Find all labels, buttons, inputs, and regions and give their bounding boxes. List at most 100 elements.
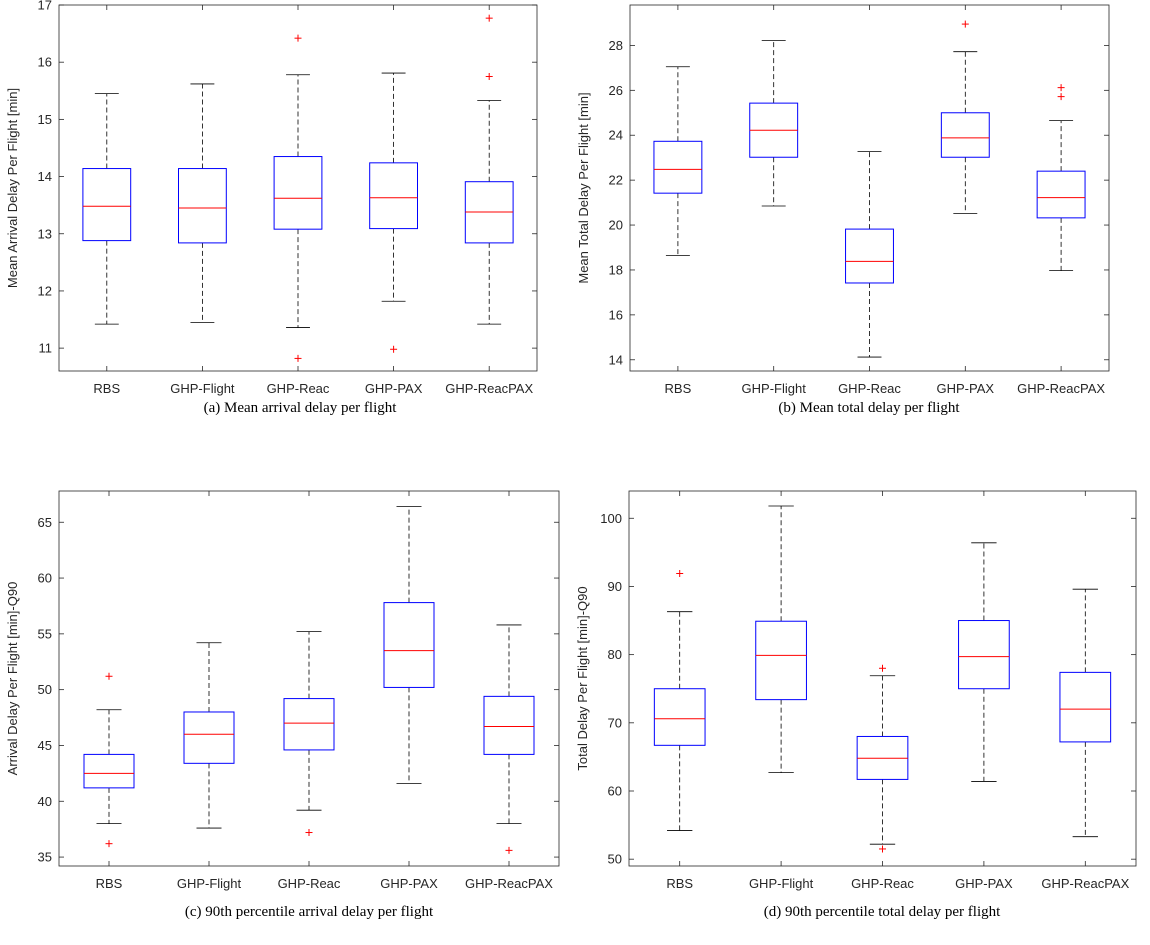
box-group	[653, 570, 706, 831]
outlier-point	[1057, 84, 1065, 92]
outlier-point	[105, 672, 113, 680]
y-tick-label: 18	[609, 262, 623, 277]
x-tick-label: GHP-Reac	[267, 381, 330, 396]
box-group	[653, 66, 703, 256]
iqr-box	[83, 753, 135, 789]
y-tick-label: 17	[38, 0, 52, 13]
box-group	[958, 542, 1010, 782]
x-tick-label: RBS	[665, 381, 692, 396]
iqr-box	[283, 698, 335, 751]
x-tick-label: GHP-Flight	[749, 876, 814, 891]
iqr-box	[383, 602, 435, 688]
outlier-point	[390, 345, 398, 353]
box-group	[749, 40, 799, 207]
panel-caption: (a) Mean arrival delay per flight	[204, 400, 398, 416]
box-group	[1059, 588, 1112, 838]
y-tick-label: 16	[38, 55, 52, 70]
x-tick-label: RBS	[666, 876, 693, 891]
y-tick-label: 11	[39, 341, 53, 356]
y-tick-label: 80	[608, 647, 622, 662]
y-tick-label: 24	[609, 128, 623, 143]
y-tick-label: 70	[608, 715, 622, 730]
box-group	[383, 506, 435, 784]
y-tick-label: 26	[609, 83, 623, 98]
outlier-point	[105, 840, 113, 848]
box-group	[178, 83, 227, 323]
y-tick-label: 13	[38, 226, 52, 241]
iqr-box	[958, 620, 1010, 690]
box-group	[845, 150, 894, 358]
outlier-point	[485, 14, 493, 22]
iqr-box	[273, 156, 323, 230]
box-group	[273, 34, 323, 362]
y-tick-label: 90	[608, 579, 622, 594]
y-tick-label: 50	[608, 852, 622, 867]
x-tick-label: GHP-ReacPAX	[1041, 876, 1129, 891]
iqr-box	[653, 140, 703, 194]
y-tick-label: 22	[609, 173, 623, 188]
y-tick-label: 15	[38, 112, 52, 127]
box-group	[755, 505, 807, 773]
panel-b-mean-total-delay: 14 16 18 20 22 24 26 28 Mean Total Delay Per Fli…	[576, 4, 1110, 416]
x-tick-label: GHP-ReacPAX	[465, 876, 553, 891]
outlier-point	[294, 354, 302, 362]
y-tick-label: 40	[38, 794, 52, 809]
panel-caption: (b) Mean total delay per flight	[778, 400, 960, 416]
box-group	[464, 14, 514, 325]
outlier-point	[305, 829, 313, 837]
panel-d-q90-total-delay: 50 60 70 80 90 100 Total Delay Per Flight [min…	[575, 490, 1137, 920]
y-axis-label: Total Delay Per Flight [min]-Q90	[575, 586, 590, 770]
outlier-point	[676, 570, 684, 577]
x-tick-label: GHP-ReacPAX	[445, 381, 533, 396]
x-tick-label: GHP-Reac	[851, 876, 914, 891]
iqr-box	[845, 228, 894, 284]
x-tick-label: GHP-ReacPAX	[1017, 381, 1105, 396]
x-tick-label: GHP-Flight	[742, 381, 807, 396]
x-tick-label: GHP-Reac	[838, 381, 901, 396]
outlier-point	[961, 20, 969, 28]
y-tick-label: 20	[609, 218, 623, 233]
y-axis-label: Mean Arrival Delay Per Flight [min]	[5, 88, 20, 288]
iqr-box	[369, 162, 419, 230]
box-group	[1036, 84, 1086, 272]
outlier-point	[879, 664, 886, 672]
panel-a-mean-arrival-delay: 11 12 13 14 15 16 17 Mean Arrival Delay Per Fli…	[5, 0, 538, 416]
x-tick-label: GHP-PAX	[955, 876, 1013, 891]
y-tick-label: 50	[38, 682, 52, 697]
y-tick-label: 55	[38, 626, 52, 641]
box-group	[283, 631, 335, 837]
y-tick-label: 35	[38, 850, 52, 865]
x-tick-label: RBS	[96, 876, 123, 891]
y-axis-label: Mean Total Delay Per Flight [min]	[576, 92, 591, 283]
box-group	[369, 72, 419, 353]
panel-caption: (d) 90th percentile total delay per flig…	[764, 904, 1001, 920]
x-tick-label: GHP-Reac	[278, 876, 341, 891]
y-axis-label: Arrival Delay Per Flight [min]-Q90	[5, 582, 20, 776]
x-tick-label: GHP-Flight	[177, 876, 242, 891]
y-tick-label: 60	[38, 571, 52, 586]
iqr-box	[653, 688, 706, 746]
y-tick-label: 14	[38, 169, 52, 184]
x-tick-label: GHP-Flight	[170, 381, 235, 396]
iqr-box	[82, 168, 132, 242]
panel-caption: (c) 90th percentile arrival delay per fl…	[185, 904, 434, 920]
outlier-point	[879, 845, 886, 853]
iqr-box	[483, 695, 535, 755]
x-tick-label: GHP-PAX	[380, 876, 438, 891]
iqr-box	[183, 711, 235, 764]
iqr-box	[1059, 671, 1112, 743]
y-tick-label: 45	[38, 738, 52, 753]
y-tick-label: 60	[608, 784, 622, 799]
y-tick-label: 16	[609, 307, 623, 322]
outlier-point	[294, 34, 302, 42]
outlier-point	[1057, 93, 1065, 101]
x-tick-label: GHP-PAX	[365, 381, 423, 396]
y-tick-label: 100	[600, 511, 622, 526]
y-tick-label: 14	[609, 352, 623, 367]
x-tick-label: RBS	[93, 381, 120, 396]
y-tick-label: 28	[609, 38, 623, 53]
panel-c-q90-arrival-delay: 35 40 45 50 55 60 65 Arrival Delay Per Flight […	[5, 490, 560, 920]
y-tick-label: 12	[38, 283, 52, 298]
box-group	[856, 664, 909, 853]
